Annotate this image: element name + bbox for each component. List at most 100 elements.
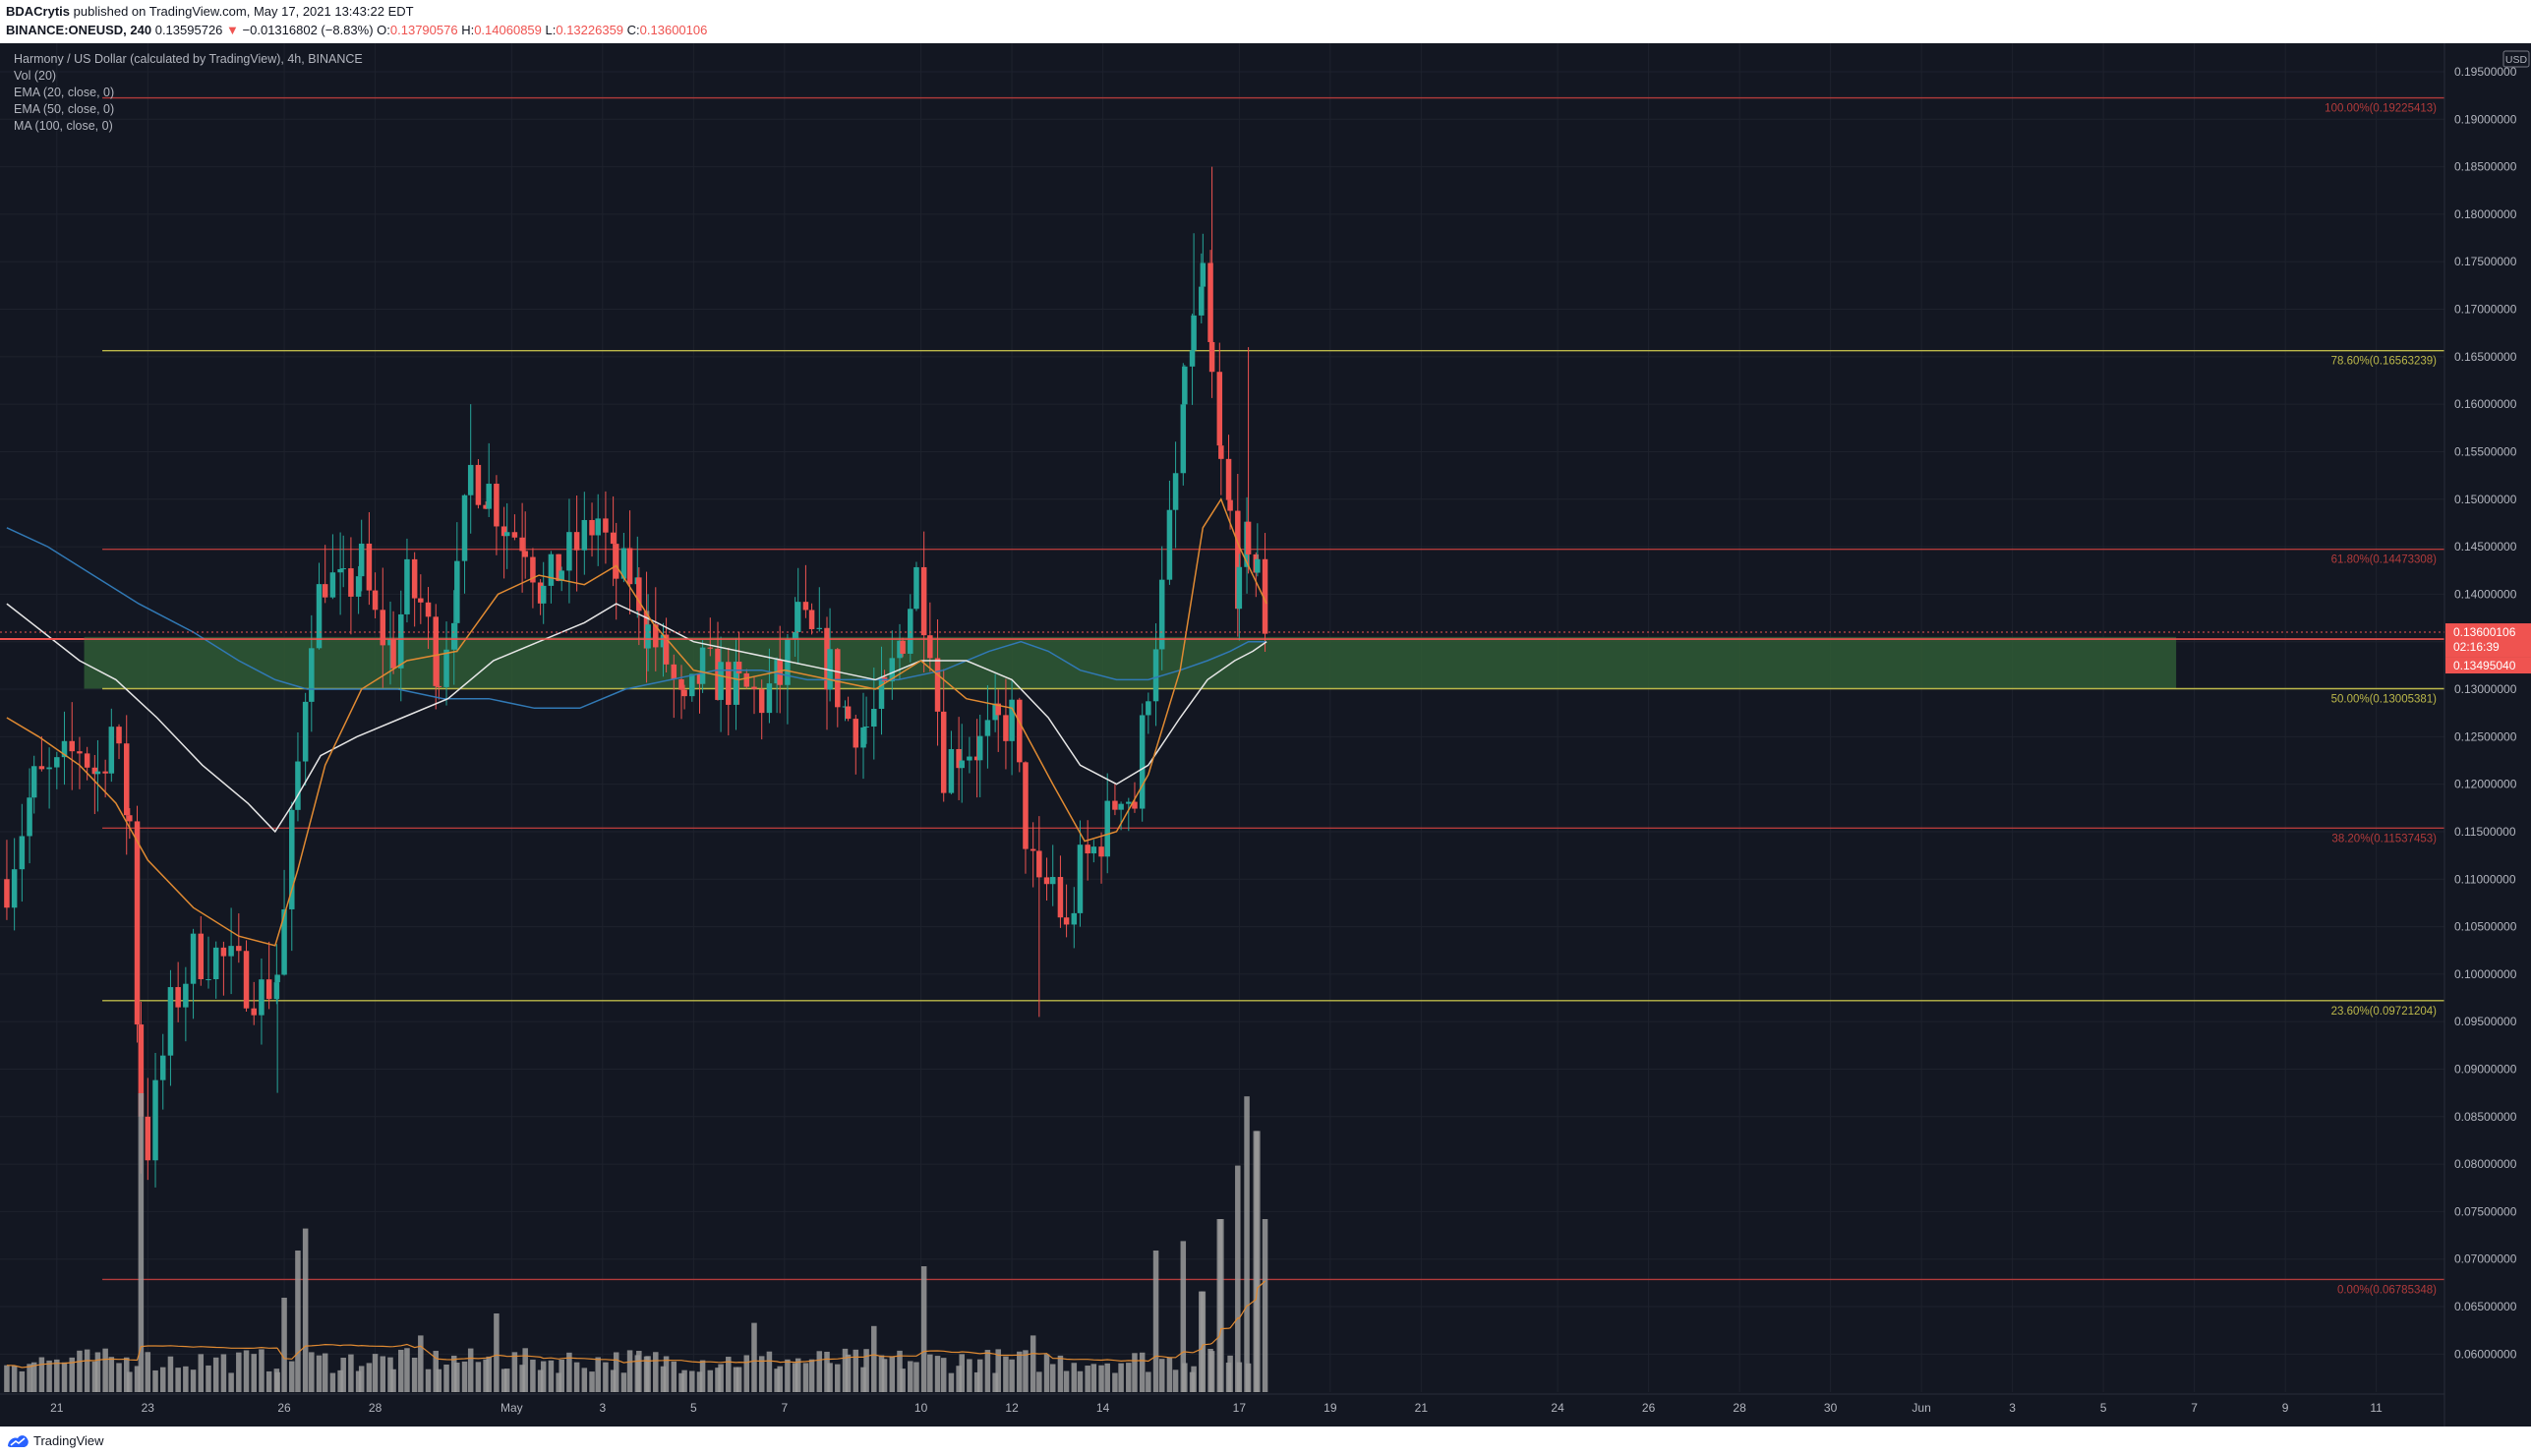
volume-bar	[774, 1369, 780, 1392]
volume-bar	[387, 1357, 393, 1392]
candle-body	[1255, 558, 1261, 573]
price-axis-tick: 0.18500000	[2454, 160, 2517, 174]
candle-body	[1172, 473, 1179, 510]
price-axis-tick: 0.14000000	[2454, 587, 2517, 601]
volume-bar	[660, 1366, 667, 1392]
volume-bar	[1245, 1363, 1252, 1392]
time-axis-tick: 12	[1005, 1401, 1019, 1415]
legend-title[interactable]: Harmony / US Dollar (calculated by Tradi…	[14, 52, 363, 66]
volume-bar	[1077, 1370, 1084, 1392]
volume-bar	[236, 1352, 242, 1392]
candle-body	[404, 558, 410, 614]
volume-bar	[540, 1361, 547, 1392]
volume-bar	[212, 1357, 219, 1392]
candle-body	[967, 756, 972, 761]
volume-bar	[940, 1358, 947, 1392]
volume-bar	[366, 1363, 373, 1392]
legend-ma100[interactable]: MA (100, close, 0)	[14, 119, 113, 133]
candle-body	[1262, 558, 1268, 634]
candle-body	[91, 767, 98, 775]
price-axis-tick: 0.06000000	[2454, 1347, 2517, 1361]
candle-body	[1090, 846, 1097, 854]
author-name[interactable]: BDACrytis	[6, 4, 71, 19]
volume-bar	[1158, 1359, 1165, 1392]
volume-bar	[1191, 1366, 1197, 1392]
candle-body	[228, 946, 234, 957]
volume-bar	[1244, 1096, 1250, 1392]
volume-bar	[358, 1366, 365, 1392]
time-axis-tick: 5	[690, 1401, 697, 1415]
volume-bar	[436, 1369, 442, 1392]
price-axis-tick: 0.16000000	[2454, 397, 2517, 411]
volume-bar	[792, 1363, 798, 1392]
volume-bar	[1030, 1335, 1036, 1392]
candle-body	[959, 760, 965, 769]
candle-body	[398, 613, 404, 669]
candle-body	[198, 933, 205, 980]
time-axis-tick: 14	[1096, 1401, 1110, 1415]
candle-body	[265, 979, 272, 1000]
publish-line: BDACrytis published on TradingView.com, …	[6, 4, 414, 19]
currency-badge[interactable]	[2502, 50, 2530, 68]
candle-body	[433, 616, 439, 686]
volume-bar	[913, 1362, 919, 1392]
candle-body	[1104, 800, 1110, 857]
volume-bar	[329, 1372, 336, 1392]
volume-bar	[1063, 1370, 1070, 1392]
volume-bar	[433, 1351, 439, 1392]
candle-body	[450, 622, 457, 650]
symbol-label: BINANCE:ONEUSD, 240	[6, 23, 152, 37]
volume-bar	[390, 1369, 396, 1392]
time-axis-tick: 5	[2100, 1401, 2107, 1415]
candle-body	[566, 532, 572, 571]
volume-bar	[959, 1354, 965, 1392]
volume-bar	[573, 1362, 580, 1392]
volume-bar	[108, 1357, 115, 1392]
legend-ema20[interactable]: EMA (20, close, 0)	[14, 86, 115, 99]
candle-body	[948, 748, 955, 793]
ohlc-high: 0.14060859	[474, 23, 542, 37]
candle-body	[190, 933, 197, 984]
volume-bar	[380, 1356, 386, 1392]
candle-body	[251, 1008, 257, 1016]
candle-body	[500, 526, 507, 537]
candle-body	[372, 590, 379, 611]
price-axis-tick: 0.17500000	[2454, 255, 2517, 268]
candle-body	[281, 908, 287, 975]
volume-bar	[206, 1365, 211, 1392]
down-arrow-icon: ▼	[226, 23, 239, 37]
candle-body	[540, 585, 547, 604]
candle-body	[69, 740, 75, 752]
tradingview-brand[interactable]: TradingView	[33, 1433, 104, 1448]
volume-bar	[190, 1369, 197, 1392]
legend-ema50[interactable]: EMA (50, close, 0)	[14, 102, 115, 116]
volume-bar	[897, 1350, 903, 1392]
volume-bar	[1098, 1365, 1104, 1392]
time-axis-tick: 7	[2191, 1401, 2198, 1415]
volume-bar	[486, 1356, 492, 1392]
volume-bar	[1172, 1369, 1179, 1392]
legend-volume[interactable]: Vol (20)	[14, 69, 57, 83]
candle-body	[337, 568, 343, 573]
time-axis-tick: 26	[1642, 1401, 1656, 1415]
ema20-line	[6, 497, 1267, 947]
volume-bar	[984, 1350, 991, 1392]
price-axis-tick: 0.17000000	[2454, 303, 2517, 317]
candle-body	[689, 673, 695, 697]
volume-bar	[522, 1348, 528, 1392]
candle-body	[1036, 850, 1042, 878]
support-zone	[84, 636, 2177, 689]
candle-body	[860, 727, 866, 748]
chart-legend: Harmony / US Dollar (calculated by Tradi…	[14, 51, 363, 135]
candle-body	[236, 946, 242, 952]
volume-bar	[548, 1360, 555, 1392]
candle-body	[152, 1079, 158, 1161]
volume-bar	[795, 1358, 801, 1392]
volume-bar	[152, 1369, 158, 1392]
fib-level-label: 0.00%(0.06785348)	[2337, 1284, 2437, 1296]
volume-bar	[681, 1369, 687, 1392]
price-chart[interactable]: 100.00%(0.19225413) 78.60%(0.16563239) 61.…	[0, 43, 2531, 1427]
volume-bar	[1023, 1350, 1029, 1392]
volume-bar	[19, 1370, 26, 1392]
candle-body	[1189, 350, 1196, 367]
